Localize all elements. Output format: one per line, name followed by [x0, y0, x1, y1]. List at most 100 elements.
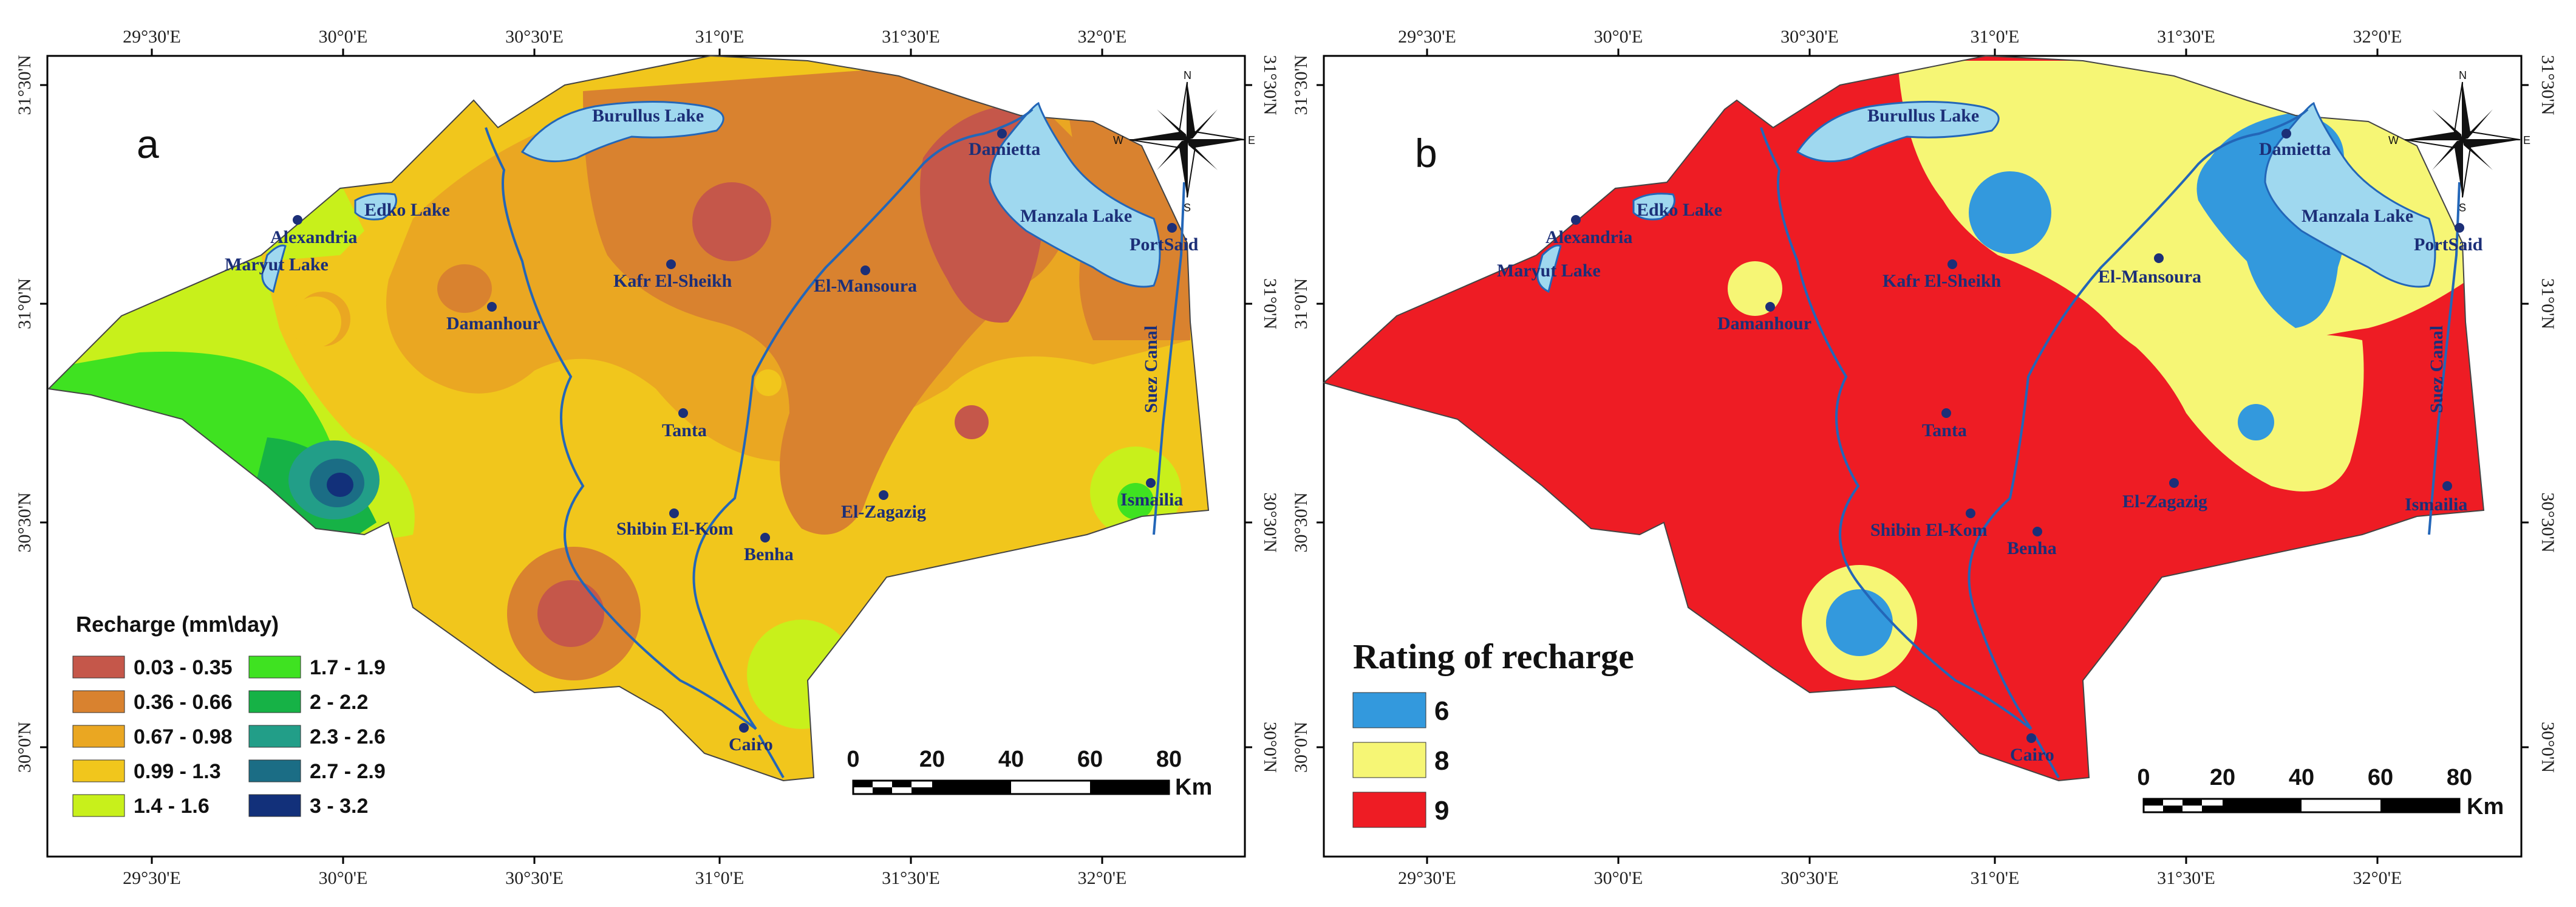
panel-a-left-tick: 30°0'N [15, 722, 35, 773]
legend-swatch [72, 759, 125, 782]
panel-a-top-tick: 32°0'E [1078, 27, 1127, 47]
city-marker [487, 302, 497, 312]
scale-label: 0 [2137, 765, 2150, 790]
panel-a-right-tick: 30°30'N [1260, 492, 1280, 552]
panel-b-right-tick: 31°30'N [2538, 55, 2558, 115]
city-marker [1765, 302, 1775, 312]
legend-title: Recharge (mm\day) [76, 612, 279, 637]
legend-swatch [1352, 792, 1426, 828]
city-marker [678, 408, 688, 418]
recharge-zone-1.7-1.9 [1117, 483, 1154, 519]
scale-label: 20 [2210, 765, 2235, 790]
legend-label: 3 - 3.2 [310, 795, 368, 818]
panel-a-bottom-tick: 32°0'E [1078, 868, 1127, 888]
label-burullus-lake: Burullus Lake [592, 106, 704, 126]
panel-a-bottom-tick: 30°0'E [319, 868, 368, 888]
panel-a-bottom-tick: 29°30'E [123, 868, 181, 888]
legend-swatch [248, 794, 301, 817]
panel-b-bottom-tick: 29°30'E [1398, 868, 1456, 888]
legend-label: 1.7 - 1.9 [310, 656, 386, 679]
panel-b-right-tick: 30°0'N [2538, 722, 2558, 773]
panel-b-tick-marks [1317, 49, 2529, 864]
scale-unit: Km [2467, 794, 2504, 820]
panel-a: 29°30'E 30°0'E 30°30'E 31°0'E 31°30'E 32… [15, 27, 1280, 888]
city-marker [666, 259, 676, 269]
label-damanhour: Damanhour [446, 313, 540, 334]
burullus-lake [1796, 101, 2000, 163]
label-maryut-lake: Maryut Lake [1497, 261, 1601, 281]
compass-w: W [1113, 134, 1123, 146]
label-manzala-lake: Manzala Lake [2302, 206, 2413, 226]
suez-canal [1153, 182, 1185, 535]
city-marker [1146, 478, 1156, 488]
manzala-lake [989, 101, 1161, 288]
label-el-mansoura: El-Mansoura [814, 276, 917, 296]
legend-swatch [248, 655, 301, 679]
legend-swatch [72, 690, 125, 713]
label-edko-lake: Edko Lake [1637, 200, 1722, 220]
panel-a-cities: Alexandria Maryut Lake Edko Lake Burullu… [225, 106, 1199, 755]
scale-label: 40 [998, 747, 1024, 772]
legend-swatch [248, 759, 301, 782]
compass-s: S [1184, 202, 1191, 214]
city-marker [1941, 408, 1951, 418]
panel-a-outline [47, 55, 1210, 782]
panel-b-top-tick: 31°30'E [2157, 27, 2215, 47]
panel-a-top-tick: 30°0'E [319, 27, 368, 47]
legend-label: 2.3 - 2.6 [310, 725, 386, 748]
panel-a-top-tick: 31°30'E [882, 27, 940, 47]
city-marker [2154, 253, 2164, 263]
label-damanhour: Damanhour [1717, 313, 1811, 334]
nile-damietta-branch [1968, 108, 2309, 730]
legend-swatch [72, 794, 125, 817]
city-marker [1167, 223, 1177, 233]
panel-b-bottom-tick: 31°30'E [2157, 868, 2215, 888]
panel-b-right-tick: 30°30'N [2538, 492, 2558, 552]
label-alexandria: Alexandria [270, 227, 357, 247]
legend-title: Rating of recharge [1353, 637, 1634, 676]
recharge-zone-0.36-0.66 [955, 405, 989, 439]
city-marker [669, 508, 679, 518]
panel-b-bottom-tick: 31°0'E [1971, 868, 2020, 888]
panel-a-rivers [485, 108, 1185, 778]
city-marker [1571, 215, 1581, 225]
nile-damietta-branch [692, 108, 1034, 730]
scale-label: 0 [847, 747, 859, 772]
label-el-zagazig: El-Zagazig [841, 502, 926, 522]
panel-a-right-tick: 31°30'N [1260, 55, 1280, 115]
label-shibin-el-kom: Shibin El-Kom [1870, 520, 1988, 540]
city-marker [2281, 129, 2291, 139]
label-benha: Benha [2007, 538, 2057, 558]
city-marker [2455, 223, 2464, 233]
label-port-said: PortSaid [2414, 234, 2483, 255]
scale-label: 40 [2289, 765, 2314, 790]
label-suez-canal: Suez Canal [2427, 326, 2447, 413]
panel-a-letter: a [137, 122, 159, 166]
scale-label: 60 [1077, 747, 1103, 772]
label-shibin-el-kom: Shibin El-Kom [616, 519, 734, 539]
scale-label: 60 [2368, 765, 2393, 790]
edko-lake [1632, 193, 1675, 221]
recharge-zone-0.03-0.35 [692, 182, 771, 261]
city-marker [1947, 259, 1957, 269]
rating-zone-8 [2113, 328, 2364, 491]
city-marker [997, 129, 1007, 139]
recharge-zone-0.03-0.35 [537, 580, 604, 647]
legend-label: 0.99 - 1.3 [134, 760, 221, 783]
legend-label: 0.36 - 0.66 [134, 691, 233, 714]
city-marker [2442, 481, 2452, 491]
legend-label: 6 [1434, 696, 1449, 726]
panel-a-left-tick: 30°30'N [15, 492, 35, 552]
label-port-said: PortSaid [1130, 234, 1199, 255]
label-ismailia: Ismailia [2405, 495, 2467, 515]
city-marker [1966, 508, 1975, 518]
label-cairo: Cairo [729, 734, 773, 755]
label-ismailia: Ismailia [1120, 490, 1183, 510]
scale-label: 80 [1156, 747, 1182, 772]
city-marker [2169, 478, 2179, 488]
label-kafr-el-sheikh: Kafr El-Sheikh [1883, 271, 2002, 291]
city-marker [860, 265, 870, 275]
ismailia-canal [2033, 734, 2060, 778]
panel-a-left-tick: 31°30'N [15, 55, 35, 115]
recharge-zone-0.99-1.3 [755, 369, 782, 396]
